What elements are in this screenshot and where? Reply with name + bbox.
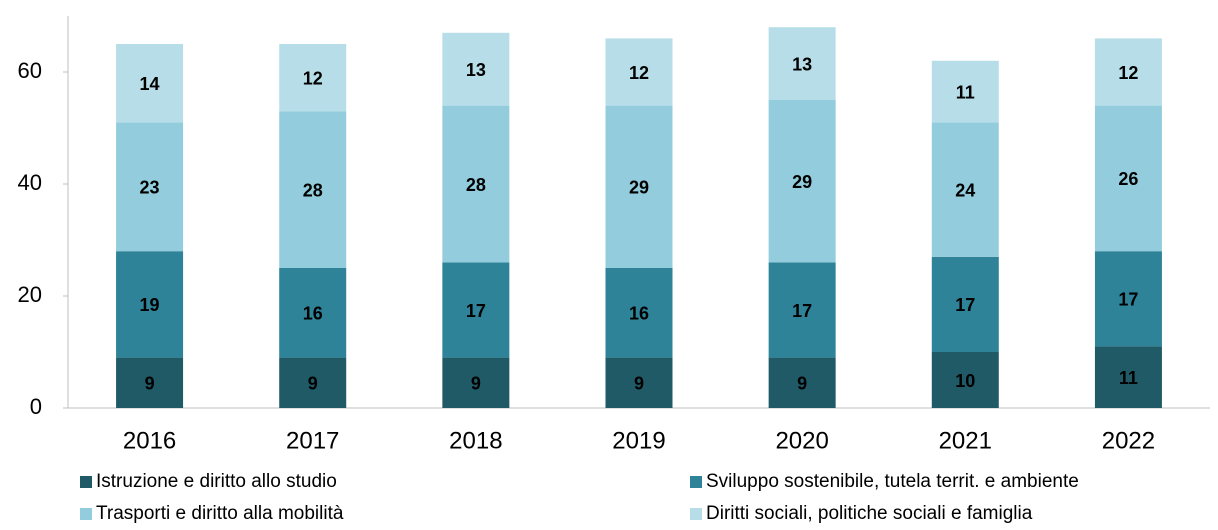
- data-label: 9: [797, 374, 807, 394]
- data-label: 13: [466, 60, 486, 80]
- bar-segment: [605, 357, 673, 408]
- bar-segment: [768, 262, 836, 358]
- x-tick-label: 2019: [612, 427, 665, 454]
- legend-label: Diritti sociali, politiche sociali e fam…: [706, 503, 1033, 524]
- bar-segment: [605, 268, 673, 358]
- data-label: 19: [140, 295, 160, 315]
- bar-segment: [931, 122, 999, 257]
- bar-segment: [605, 105, 673, 268]
- bar-segment: [442, 262, 510, 358]
- x-tick-label: 2020: [775, 427, 828, 454]
- bar-segment: [116, 122, 184, 252]
- bar-segment: [768, 27, 836, 101]
- data-label: 13: [792, 54, 812, 74]
- data-label: 9: [634, 374, 644, 394]
- legend-swatch: [690, 508, 702, 520]
- data-label: 28: [466, 175, 486, 195]
- bar-segment: [442, 105, 510, 263]
- data-label: 29: [629, 178, 649, 198]
- data-label: 26: [1118, 169, 1138, 189]
- x-tick-label: 2016: [123, 427, 176, 454]
- data-label: 17: [1118, 290, 1138, 310]
- data-label: 17: [955, 295, 975, 315]
- data-label: 23: [140, 178, 160, 198]
- bar-segment: [1094, 251, 1162, 347]
- bar-segment: [442, 357, 510, 408]
- data-label: 17: [466, 301, 486, 321]
- y-tick-label: 0: [30, 394, 42, 419]
- data-label: 10: [955, 371, 975, 391]
- data-label: 17: [792, 301, 812, 321]
- data-label: 24: [955, 180, 975, 200]
- bar-segment: [1094, 105, 1162, 252]
- legend-swatch: [690, 476, 702, 488]
- bar-segment: [605, 38, 673, 106]
- bar-segment: [279, 357, 347, 408]
- data-label: 11: [956, 82, 975, 102]
- legend-label: Sviluppo sostenibile, tutela territ. e a…: [706, 471, 1079, 492]
- y-tick-label: 60: [18, 58, 42, 83]
- x-tick-label: 2017: [286, 427, 339, 454]
- y-tick-label: 40: [18, 170, 42, 195]
- bar-segment: [768, 100, 836, 263]
- y-tick-label: 20: [18, 282, 42, 307]
- data-label: 12: [303, 68, 323, 88]
- data-label: 9: [471, 374, 481, 394]
- bar-segment: [1094, 346, 1162, 408]
- data-label: 16: [629, 304, 649, 324]
- bar-segment: [442, 32, 510, 106]
- x-tick-label: 2022: [1102, 427, 1155, 454]
- bar-segment: [1094, 38, 1162, 106]
- data-label: 14: [140, 74, 160, 94]
- x-tick-label: 2021: [939, 427, 992, 454]
- bar-segment: [279, 44, 347, 112]
- bar-segment: [768, 357, 836, 408]
- legend-swatch: [80, 476, 92, 488]
- data-label: 9: [308, 374, 318, 394]
- data-label: 16: [303, 304, 323, 324]
- legend-label: Trasporti e diritto alla mobilità: [96, 503, 344, 524]
- bar-segment: [116, 44, 184, 123]
- bar-segment: [931, 256, 999, 352]
- data-label: 11: [1119, 368, 1138, 388]
- x-tick-label: 2018: [449, 427, 502, 454]
- legend-swatch: [80, 508, 92, 520]
- data-label: 12: [1118, 63, 1138, 83]
- data-label: 9: [145, 374, 155, 394]
- bar-segment: [116, 251, 184, 358]
- data-label: 12: [629, 63, 649, 83]
- bar-segment: [116, 357, 184, 408]
- bar-segment: [931, 352, 999, 408]
- data-label: 29: [792, 172, 812, 192]
- data-label: 28: [303, 180, 323, 200]
- bar-segment: [279, 268, 347, 358]
- bar-segment: [279, 111, 347, 268]
- bar-segment: [931, 60, 999, 123]
- legend-label: Istruzione e diritto allo studio: [96, 471, 337, 492]
